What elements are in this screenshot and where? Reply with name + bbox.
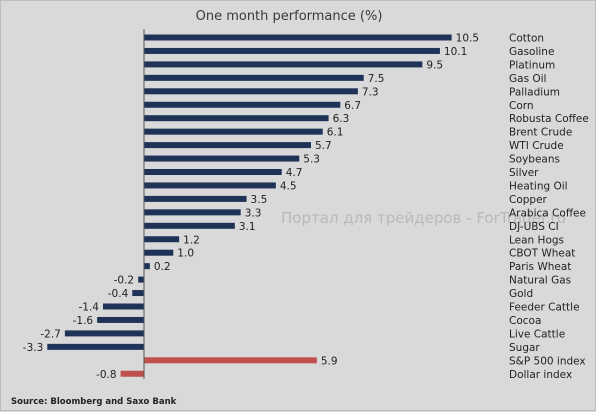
value-label: 5.9	[321, 355, 338, 367]
value-label: 1.0	[177, 248, 194, 260]
category-label: Live Cattle	[509, 328, 565, 340]
bar-gasoline	[144, 47, 440, 54]
category-label: DJ-UBS CI	[509, 221, 559, 233]
bar-arabica-coffee	[144, 209, 241, 216]
bar-sugar	[47, 343, 145, 350]
value-label: -1.4	[78, 302, 99, 314]
category-label: Arabica Coffee	[509, 207, 586, 219]
category-label: Feeder Cattle	[509, 302, 580, 314]
category-label: Cotton	[509, 33, 544, 45]
bar-feeder-cattle	[102, 303, 144, 310]
bar-gold	[132, 290, 144, 297]
category-label: Palladium	[509, 86, 560, 98]
bar-robusta-coffee	[144, 115, 329, 122]
value-label: 7.5	[368, 73, 385, 85]
value-label: 4.5	[280, 180, 297, 192]
value-label: 6.3	[333, 113, 350, 125]
chart-title: One month performance (%)	[196, 9, 383, 24]
value-label: 4.7	[286, 167, 303, 179]
category-label: CBOT Wheat	[509, 248, 575, 260]
category-label: Natural Gas	[509, 275, 571, 287]
bar-copper	[144, 195, 247, 202]
bar-s-p-500-index	[144, 357, 317, 364]
category-label: Soybeans	[509, 154, 560, 166]
category-label: Cocoa	[509, 315, 541, 327]
watermark: Портал для трейдеров - ForTrader.ru	[281, 209, 566, 227]
value-label: 7.3	[362, 86, 379, 98]
category-label: Gas Oil	[509, 73, 546, 85]
bar-live-cattle	[64, 330, 144, 337]
value-label: 1.2	[183, 234, 200, 246]
value-label: 6.1	[327, 127, 344, 139]
category-label: Heating Oil	[509, 180, 568, 192]
value-label: 3.1	[239, 221, 256, 233]
value-label: 10.5	[456, 33, 479, 45]
bar-cotton	[144, 34, 452, 41]
value-label: 0.2	[154, 261, 171, 273]
value-label: 6.7	[344, 100, 361, 112]
value-label: 10.1	[444, 46, 467, 58]
bar-lean-hogs	[144, 236, 180, 243]
bar-heating-oil	[144, 182, 276, 189]
category-label: Gasoline	[509, 46, 554, 58]
source-note: Source: Bloomberg and Saxo Bank	[11, 397, 177, 407]
value-label: 5.7	[315, 140, 332, 152]
value-label: 9.5	[426, 59, 443, 71]
category-label: Brent Crude	[509, 127, 572, 139]
category-label: S&P 500 index	[509, 355, 586, 367]
value-label: 3.5	[251, 194, 268, 206]
bar-gas-oil	[144, 74, 364, 81]
value-label: -3.3	[23, 342, 44, 354]
bar-palladium	[144, 88, 358, 95]
bar-dollar-index	[120, 370, 144, 377]
bar-brent-crude	[144, 128, 323, 135]
category-label: Silver	[509, 167, 539, 179]
bar-cocoa	[97, 316, 144, 323]
value-label: -0.2	[114, 275, 135, 287]
value-label: -0.4	[108, 288, 129, 300]
category-label: Paris Wheat	[509, 261, 571, 273]
category-label: Dollar index	[509, 369, 572, 381]
bar-soybeans	[144, 155, 300, 162]
bar-platinum	[144, 61, 423, 68]
value-label: -1.6	[73, 315, 94, 327]
bar-paris-wheat	[144, 263, 150, 270]
category-label: Platinum	[509, 59, 555, 71]
value-label: -2.7	[40, 328, 61, 340]
bar-silver	[144, 169, 282, 175]
category-label: Gold	[509, 288, 533, 300]
bar-cbot-wheat	[144, 249, 174, 256]
bar-corn	[144, 101, 341, 108]
category-label: Corn	[509, 100, 534, 112]
bar-wti-crude	[144, 142, 312, 149]
category-label: Lean Hogs	[509, 234, 564, 246]
value-label: -0.8	[96, 369, 117, 381]
bar-dj-ubs-ci	[144, 222, 235, 229]
category-label: Copper	[509, 194, 548, 206]
category-label: Sugar	[509, 342, 540, 354]
bars-group: 10.5 Cotton 10.1 Gasoline 9.5 Platinum 7.5 Gas …	[23, 33, 589, 381]
bar-natural-gas	[138, 276, 144, 283]
value-label: 3.3	[245, 207, 262, 219]
category-label: Robusta Coffee	[509, 113, 589, 125]
value-label: 5.3	[303, 154, 320, 166]
category-label: WTI Crude	[509, 140, 564, 152]
